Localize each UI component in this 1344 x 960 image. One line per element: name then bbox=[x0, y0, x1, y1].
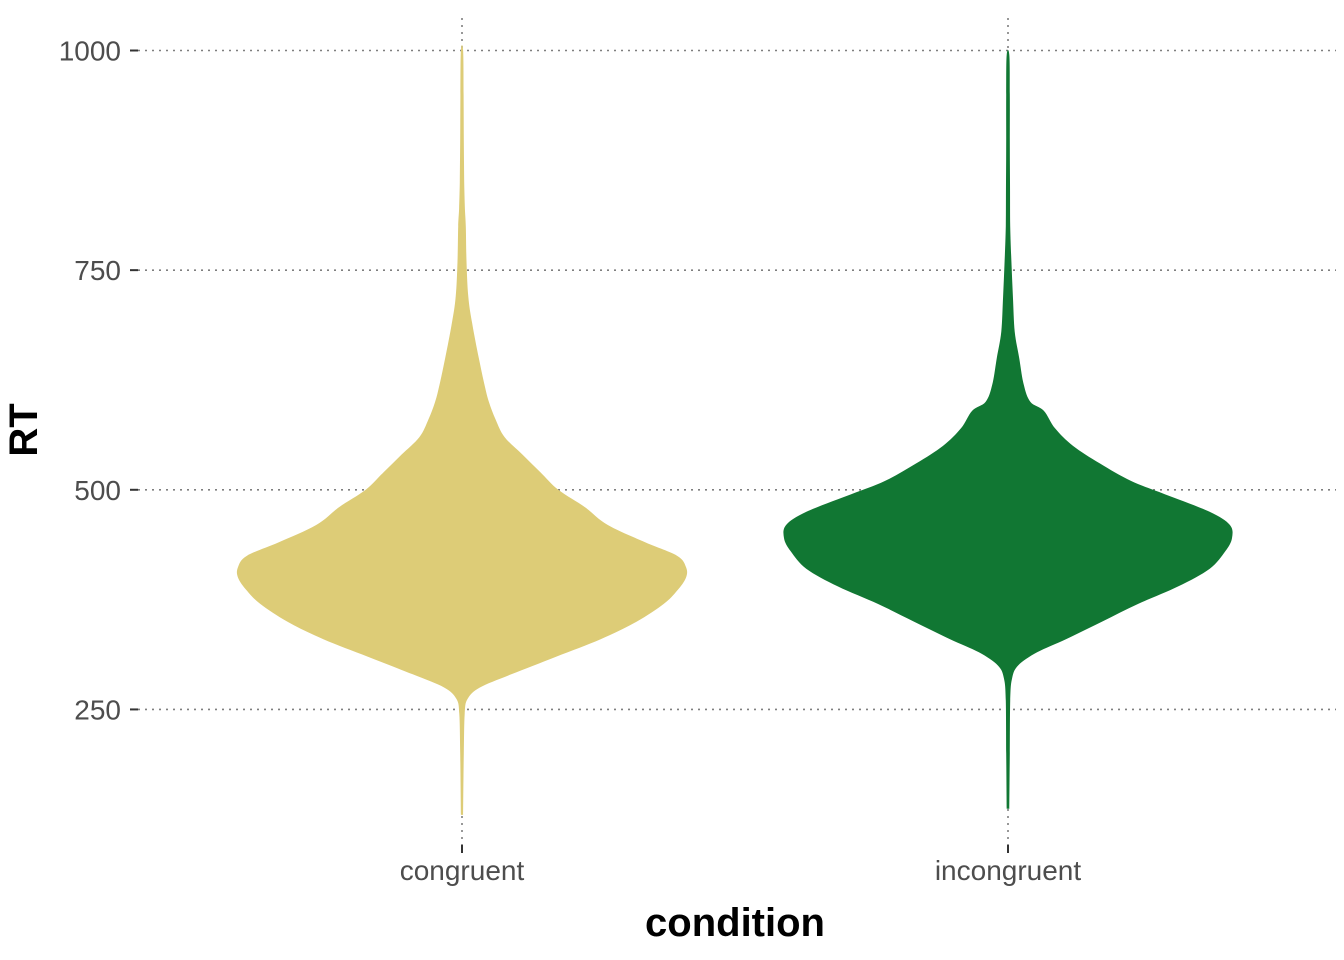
violin-layer bbox=[236, 45, 1233, 815]
y-tick-label-750: 750 bbox=[74, 255, 121, 286]
violin-congruent bbox=[236, 45, 688, 815]
y-tick-label-250: 250 bbox=[74, 694, 121, 725]
y-tick-label-500: 500 bbox=[74, 475, 121, 506]
axis-layer: 250 500 750 1000 congruent incongruent bbox=[59, 36, 1082, 886]
x-tick-label-incongruent: incongruent bbox=[935, 855, 1082, 886]
grid-layer bbox=[138, 18, 1336, 850]
x-tick-label-congruent: congruent bbox=[400, 855, 525, 886]
y-tick-label-1000: 1000 bbox=[59, 36, 121, 67]
x-axis-title: condition bbox=[645, 901, 825, 945]
violin-incongruent bbox=[783, 49, 1233, 809]
y-axis-title: RT bbox=[2, 403, 46, 456]
